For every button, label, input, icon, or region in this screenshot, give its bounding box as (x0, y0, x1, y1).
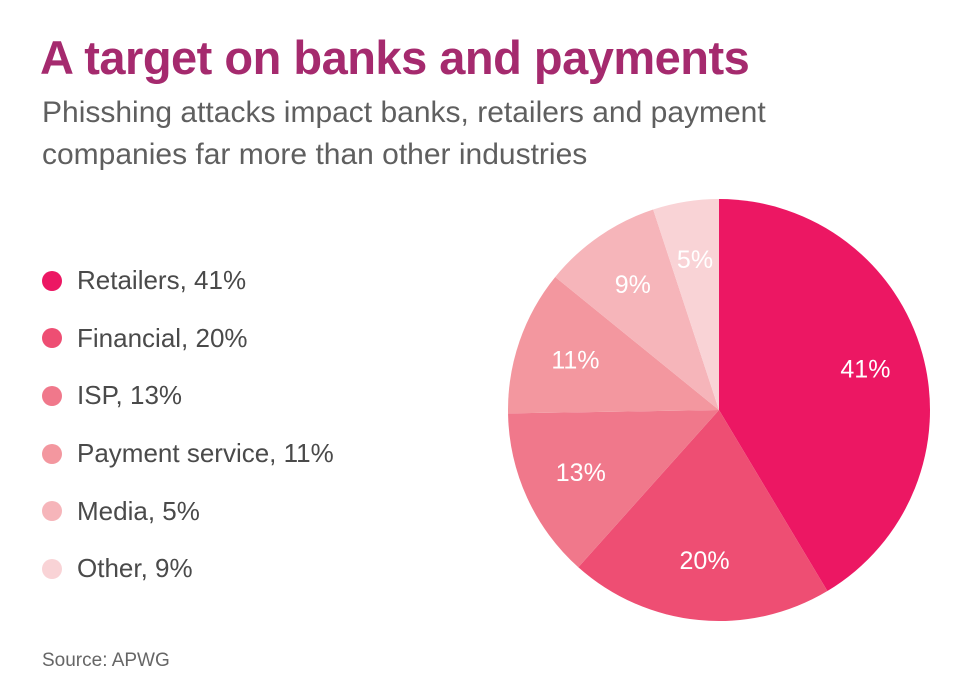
pie-slice-media (653, 199, 719, 410)
legend-label: Other, 9% (77, 553, 193, 584)
slice-label-media: 5% (677, 246, 713, 274)
legend-item-media: Media, 5% (42, 482, 334, 540)
slice-label-payment-service: 11% (551, 346, 599, 374)
slice-label-financial: 20% (680, 547, 730, 575)
legend-item-financial: Financial, 20% (42, 310, 334, 368)
pie-slice-financial (578, 410, 828, 621)
legend-item-retailers: Retailers, 41% (42, 252, 334, 310)
legend-item-other: Other, 9% (42, 540, 334, 598)
legend-swatch (42, 385, 62, 406)
chart-title: A target on banks and payments (40, 31, 750, 84)
legend-label: Payment service, 11% (77, 438, 334, 469)
slice-label-retailers: 41% (840, 356, 890, 384)
legend-swatch (42, 270, 62, 291)
legend-swatch (42, 328, 62, 349)
pie-slice-payment-service (508, 276, 719, 414)
legend-label: Retailers, 41% (77, 265, 247, 296)
source-note: Source: APWG (42, 650, 170, 671)
legend-label: Financial, 20% (77, 322, 248, 353)
legend-label: ISP, 13% (77, 380, 183, 411)
legend-label: Media, 5% (77, 495, 200, 526)
legend: Retailers, 41% Financial, 20% ISP, 13% P… (42, 252, 334, 598)
chart-subtitle: Phisshing attacks impact banks, retailer… (42, 96, 766, 171)
legend-swatch (42, 443, 62, 464)
pie-slice-other (555, 209, 719, 410)
slice-label-isp: 13% (556, 459, 606, 487)
legend-item-isp: ISP, 13% (42, 367, 334, 425)
pie-slice-retailers (719, 199, 931, 592)
legend-swatch (42, 558, 62, 579)
legend-swatch (42, 501, 62, 522)
pie-slice-isp (508, 410, 719, 568)
legend-item-payment-service: Payment service, 11% (42, 425, 334, 483)
slice-label-other: 9% (615, 271, 651, 299)
